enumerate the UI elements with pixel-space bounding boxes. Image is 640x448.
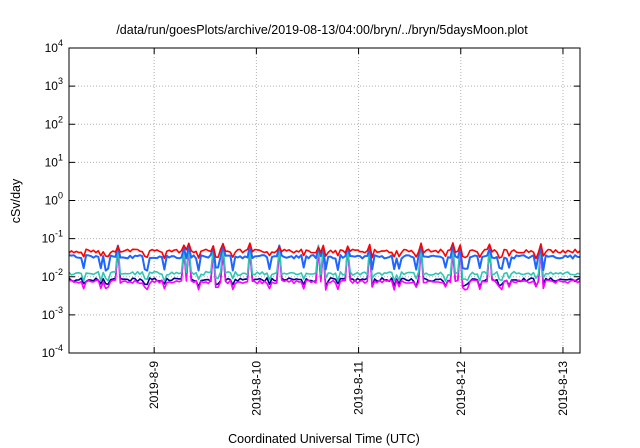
- y-tick-label: 10-1: [42, 229, 63, 246]
- x-tick-label: 2019-8-13: [556, 361, 570, 416]
- x-tick-label: 2019-8-10: [249, 361, 263, 416]
- y-axis: 10-4 10-3 10-2 10-1 100 101 102 103 104: [42, 38, 580, 360]
- x-tick-label: 2019-8-12: [454, 361, 468, 416]
- series-line: [68, 242, 581, 260]
- y-tick-label: 102: [45, 114, 63, 131]
- chart-title: /data/run/goesPlots/archive/2019-08-13/0…: [116, 23, 528, 37]
- y-tick-label: 103: [45, 76, 63, 93]
- x-axis: 2019-8-9 2019-8-10 2019-8-11 2019-8-12 2019-…: [147, 48, 570, 416]
- y-tick-label: 104: [45, 38, 63, 55]
- series-layer: [68, 242, 581, 291]
- x-tick-label: 2019-8-11: [352, 361, 366, 415]
- y-tick-label: 10-3: [42, 305, 63, 322]
- y-axis-title: cSv/day: [9, 178, 23, 223]
- y-tick-label: 101: [45, 152, 63, 169]
- x-axis-title: Coordinated Universal Time (UTC): [228, 432, 420, 446]
- series-line: [68, 244, 581, 272]
- y-tick-label: 10-2: [42, 267, 63, 284]
- y-tick-label: 100: [45, 191, 63, 208]
- grid: [69, 48, 580, 353]
- x-tick-label: 2019-8-9: [147, 361, 161, 409]
- y-tick-label: 10-4: [42, 343, 63, 360]
